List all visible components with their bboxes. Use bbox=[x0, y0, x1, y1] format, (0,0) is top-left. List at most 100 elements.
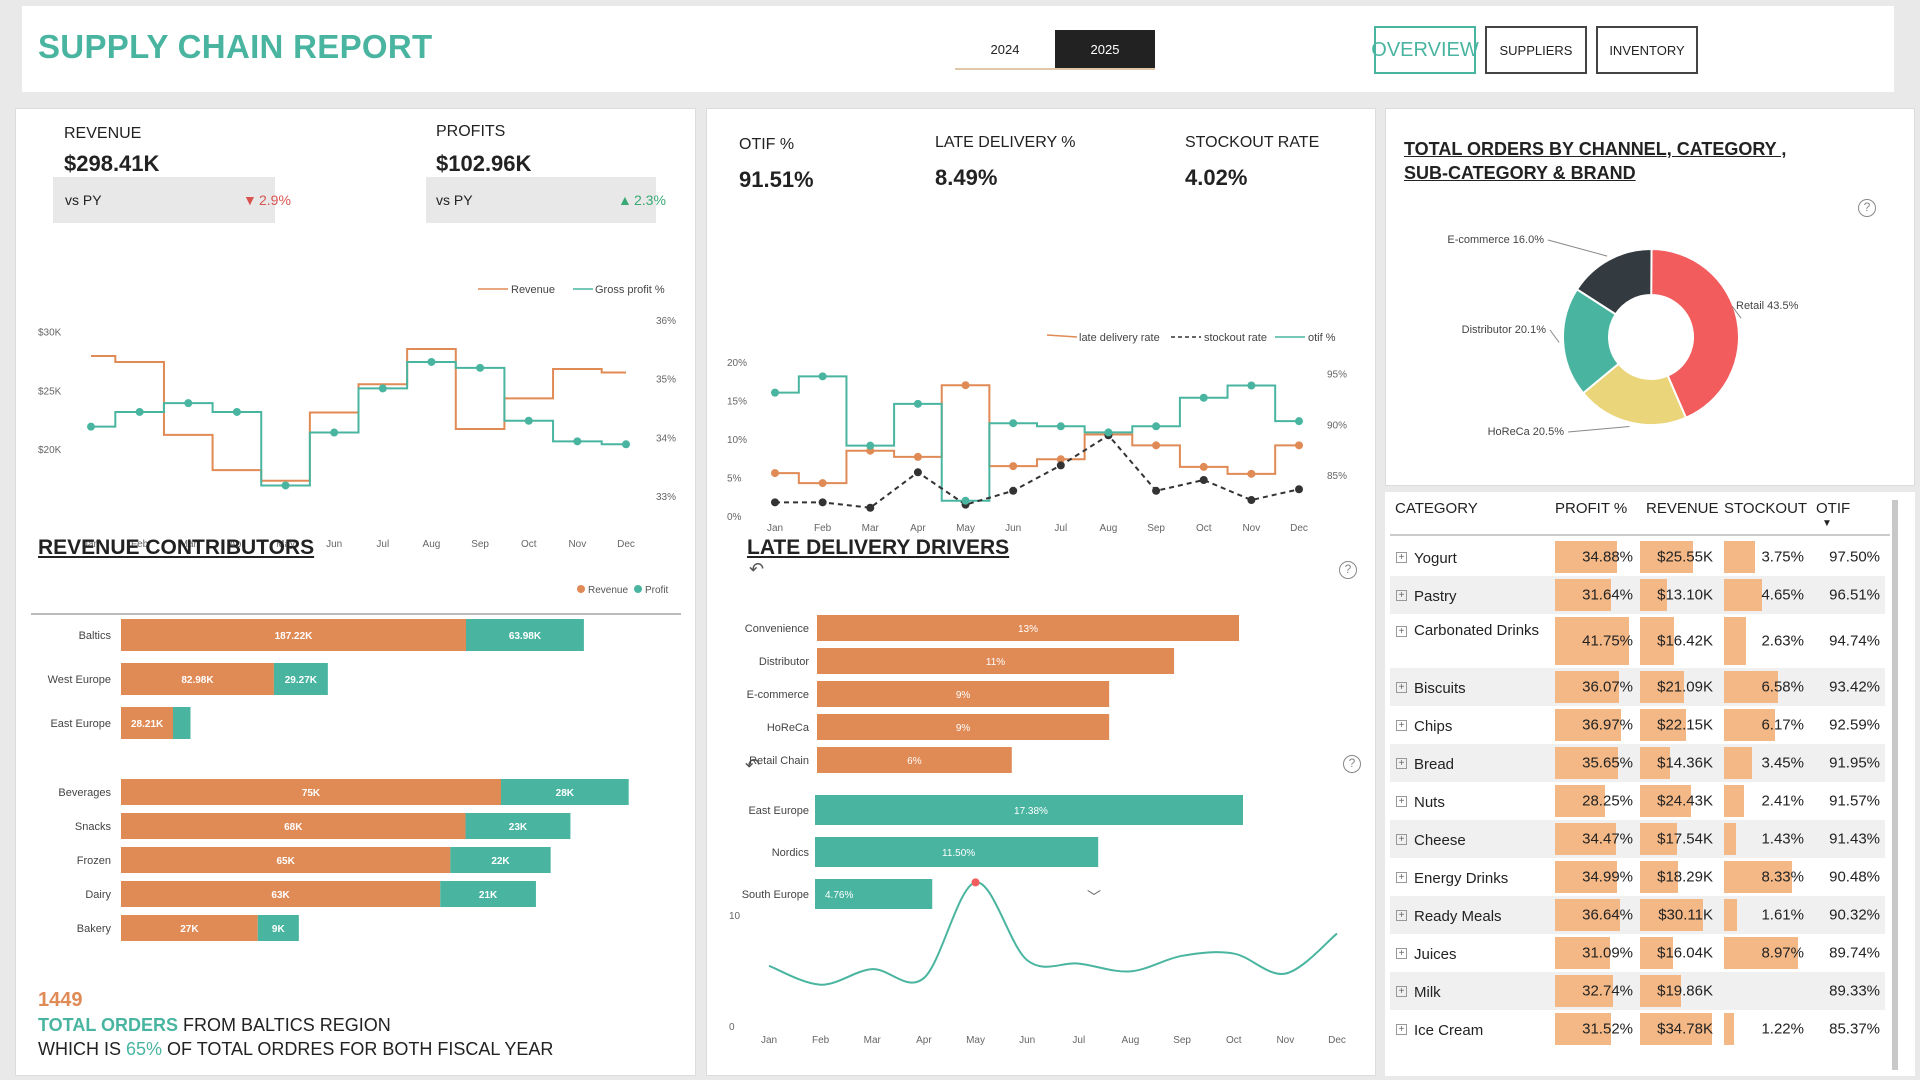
gross-profit-point[interactable] bbox=[476, 363, 485, 372]
stockout-point[interactable] bbox=[1199, 476, 1208, 485]
expand-icon[interactable]: + bbox=[1396, 910, 1407, 921]
revenue-bar[interactable] bbox=[121, 881, 441, 907]
header-otif[interactable]: OTIF bbox=[1816, 500, 1851, 517]
back-arrow-icon[interactable]: ↶ bbox=[749, 559, 765, 579]
table-row[interactable]: + Ice Cream 31.52% $34.78K 1.22% 85.37% bbox=[1390, 1010, 1885, 1048]
stockout-point[interactable] bbox=[1295, 485, 1303, 494]
late-delivery-point[interactable] bbox=[1199, 462, 1208, 471]
gross-profit-point[interactable] bbox=[524, 416, 533, 425]
late-delivery-point[interactable] bbox=[1247, 469, 1256, 478]
chevron-down-icon[interactable]: ﹀ bbox=[1087, 889, 1101, 905]
table-row[interactable]: + Milk 32.74% $19.86K 89.33% bbox=[1390, 972, 1885, 1010]
otif-point[interactable] bbox=[961, 496, 970, 505]
help-icon[interactable]: ? bbox=[1339, 561, 1357, 579]
profit-bar[interactable] bbox=[466, 619, 584, 651]
revenue-bar[interactable] bbox=[121, 619, 466, 651]
stockout-point[interactable] bbox=[913, 468, 922, 477]
driver-bar[interactable] bbox=[817, 714, 1110, 740]
table-row[interactable]: + Chips 36.97% $22.15K 6.17% 92.59% bbox=[1390, 706, 1885, 744]
otif-point[interactable] bbox=[866, 441, 875, 450]
region-bar[interactable] bbox=[815, 879, 933, 909]
gross-profit-point[interactable] bbox=[427, 357, 436, 366]
driver-bar[interactable] bbox=[817, 648, 1175, 674]
table-row[interactable]: + Energy Drinks 34.99% $18.29K 8.33% 90.… bbox=[1390, 858, 1885, 896]
pie-help-icon[interactable]: ? bbox=[1858, 199, 1876, 217]
pie-slice-retail[interactable] bbox=[1650, 247, 1740, 420]
sort-down-icon[interactable]: ▼ bbox=[1822, 518, 1832, 529]
expand-icon[interactable]: + bbox=[1396, 590, 1407, 601]
table-row[interactable]: + Ready Meals 36.64% $30.11K 1.61% 90.32… bbox=[1390, 896, 1885, 934]
stockout-point[interactable] bbox=[818, 498, 827, 507]
gross-profit-point[interactable] bbox=[573, 437, 582, 446]
otif-point[interactable] bbox=[1247, 381, 1256, 390]
late-delivery-point[interactable] bbox=[771, 469, 779, 478]
profit-bar[interactable] bbox=[172, 707, 191, 739]
stockout-point[interactable] bbox=[771, 498, 779, 507]
otif-point[interactable] bbox=[1295, 417, 1303, 426]
late-delivery-point[interactable] bbox=[961, 381, 970, 390]
table-row[interactable]: + Cheese 34.47% $17.54K 1.43% 91.43% bbox=[1390, 820, 1885, 858]
gross-profit-point[interactable] bbox=[330, 428, 339, 437]
table-row[interactable]: + Nuts 28.25% $24.43K 2.41% 91.57% bbox=[1390, 782, 1885, 820]
gross-profit-point[interactable] bbox=[135, 407, 144, 416]
region-bar[interactable] bbox=[815, 795, 1243, 825]
driver-bar[interactable] bbox=[817, 615, 1239, 641]
expand-icon[interactable]: + bbox=[1396, 948, 1407, 959]
gross-profit-point[interactable] bbox=[281, 481, 290, 490]
late-delivery-point[interactable] bbox=[1152, 441, 1161, 450]
header-stockout[interactable]: STOCKOUT bbox=[1724, 500, 1808, 517]
header-profit[interactable]: PROFIT % bbox=[1555, 500, 1628, 517]
nav-inventory-button[interactable]: INVENTORY bbox=[1596, 26, 1698, 74]
expand-icon[interactable]: + bbox=[1396, 552, 1407, 563]
peak-point[interactable] bbox=[971, 878, 980, 887]
expand-icon[interactable]: + bbox=[1396, 682, 1407, 693]
table-row[interactable]: + Carbonated Drinks 41.75% $16.42K 2.63%… bbox=[1390, 614, 1885, 668]
late-delivery-point[interactable] bbox=[1295, 441, 1303, 450]
year-2024-button[interactable]: 2024 bbox=[955, 30, 1055, 70]
expand-icon[interactable]: + bbox=[1396, 626, 1407, 637]
header-revenue[interactable]: REVENUE bbox=[1646, 500, 1719, 517]
gross-profit-point[interactable] bbox=[87, 422, 95, 431]
expand-icon[interactable]: + bbox=[1396, 834, 1407, 845]
driver-bar[interactable] bbox=[817, 747, 1012, 773]
profit-bar[interactable] bbox=[450, 847, 551, 873]
revenue-bar[interactable] bbox=[121, 847, 451, 873]
otif-point[interactable] bbox=[913, 399, 922, 408]
table-row[interactable]: + Bread 35.65% $14.36K 3.45% 91.95% bbox=[1390, 744, 1885, 782]
year-2025-button[interactable]: 2025 bbox=[1055, 30, 1155, 70]
expand-icon[interactable]: + bbox=[1396, 758, 1407, 769]
table-row[interactable]: + Yogurt 34.88% $25.55K 3.75% 97.50% bbox=[1390, 538, 1885, 576]
stockout-point[interactable] bbox=[866, 503, 875, 512]
otif-point[interactable] bbox=[1152, 422, 1161, 431]
expand-icon[interactable]: + bbox=[1396, 796, 1407, 807]
otif-point[interactable] bbox=[1199, 393, 1208, 402]
table-row[interactable]: + Pastry 31.64% $13.10K 4.65% 96.51% bbox=[1390, 576, 1885, 614]
profit-bar[interactable] bbox=[257, 915, 299, 941]
expand-icon[interactable]: + bbox=[1396, 720, 1407, 731]
pie-slice-e-commerce[interactable] bbox=[1575, 248, 1653, 316]
stockout-point[interactable] bbox=[1056, 461, 1065, 470]
otif-point[interactable] bbox=[1056, 422, 1065, 431]
gross-profit-point[interactable] bbox=[378, 384, 387, 393]
revenue-bar[interactable] bbox=[121, 813, 466, 839]
help-icon-2[interactable]: ? bbox=[1343, 755, 1361, 773]
otif-point[interactable] bbox=[1104, 428, 1113, 437]
expand-icon[interactable]: + bbox=[1396, 872, 1407, 883]
table-row[interactable]: + Juices 31.09% $16.04K 8.97% 89.74% bbox=[1390, 934, 1885, 972]
late-delivery-point[interactable] bbox=[913, 452, 922, 461]
table-row[interactable]: + Biscuits 36.07% $21.09K 6.58% 93.42% bbox=[1390, 668, 1885, 706]
nav-suppliers-button[interactable]: SUPPLIERS bbox=[1485, 26, 1587, 74]
late-delivery-point[interactable] bbox=[1009, 462, 1018, 471]
revenue-bar[interactable] bbox=[121, 915, 258, 941]
table-scrollbar[interactable] bbox=[1892, 500, 1898, 1070]
profit-bar[interactable] bbox=[273, 663, 328, 695]
header-category[interactable]: CATEGORY bbox=[1395, 500, 1478, 517]
nav-overview-button[interactable]: OVERVIEW bbox=[1371, 26, 1479, 74]
driver-bar[interactable] bbox=[817, 681, 1110, 707]
otif-point[interactable] bbox=[1009, 419, 1018, 428]
otif-point[interactable] bbox=[818, 372, 827, 381]
stockout-point[interactable] bbox=[1247, 496, 1256, 505]
profit-bar[interactable] bbox=[501, 779, 629, 805]
gross-profit-point[interactable] bbox=[232, 407, 241, 416]
otif-point[interactable] bbox=[771, 388, 779, 397]
